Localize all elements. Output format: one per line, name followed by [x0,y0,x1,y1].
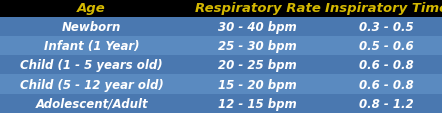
Bar [0,0,183,18]
Text: Inspiratory Time: Inspiratory Time [325,2,442,15]
Bar [183,75,332,94]
Text: Child (1 - 5 years old): Child (1 - 5 years old) [20,59,163,72]
Bar [183,37,332,56]
Bar [183,56,332,75]
Text: 25 - 30 bpm: 25 - 30 bpm [218,40,297,53]
Text: 0.3 - 0.5: 0.3 - 0.5 [359,21,414,34]
Bar [0,37,183,56]
Text: 12 - 15 bpm: 12 - 15 bpm [218,97,297,110]
Text: 15 - 20 bpm: 15 - 20 bpm [218,78,297,91]
Bar [332,37,442,56]
Bar [183,94,332,113]
Bar [0,56,183,75]
Text: 0.5 - 0.6: 0.5 - 0.6 [359,40,414,53]
Text: 30 - 40 bpm: 30 - 40 bpm [218,21,297,34]
Text: 20 - 25 bpm: 20 - 25 bpm [218,59,297,72]
Text: Child (5 - 12 year old): Child (5 - 12 year old) [20,78,164,91]
Bar [332,56,442,75]
Bar [183,18,332,37]
Text: 0.6 - 0.8: 0.6 - 0.8 [359,78,414,91]
Bar [0,18,183,37]
Text: Respiratory Rate: Respiratory Rate [194,2,320,15]
Text: 0.8 - 1.2: 0.8 - 1.2 [359,97,414,110]
Bar [183,0,332,18]
Text: Adolescent/Adult: Adolescent/Adult [35,97,148,110]
Bar [0,94,183,113]
Text: Newborn: Newborn [62,21,122,34]
Bar [332,75,442,94]
Bar [332,18,442,37]
Text: Age: Age [77,2,106,15]
Bar [332,94,442,113]
Bar [0,75,183,94]
Text: 0.6 - 0.8: 0.6 - 0.8 [359,59,414,72]
Text: Infant (1 Year): Infant (1 Year) [44,40,140,53]
Bar [332,0,442,18]
